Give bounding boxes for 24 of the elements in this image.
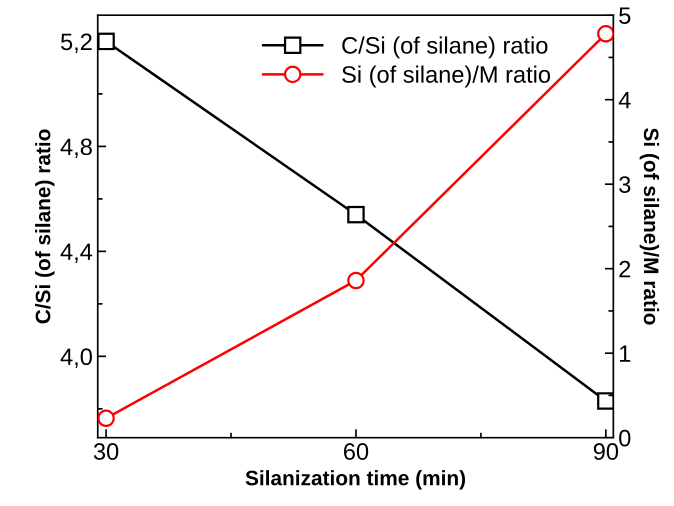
x-tick-label: 60 <box>344 443 368 460</box>
point <box>347 206 365 224</box>
point <box>98 32 115 50</box>
y2-tick-label: 2 <box>619 260 630 278</box>
legend-label: Si (of silane)/M ratio <box>342 66 550 88</box>
y2-tick-label: 3 <box>619 176 630 193</box>
y2-tick-label: 0 <box>619 430 630 446</box>
y2-tick-label: 5 <box>619 7 630 24</box>
point <box>98 410 115 428</box>
y-tick-label: 4,8 <box>60 138 92 158</box>
x-axis-title: Silanization time (min) <box>246 470 466 490</box>
x-tick-label: 90 <box>594 443 618 460</box>
point <box>597 392 614 410</box>
y2-tick-label: 1 <box>620 346 630 362</box>
x-tick-label: 30 <box>94 443 118 460</box>
y-tick-label: 5,2 <box>60 33 92 53</box>
y-tick-label: 4,4 <box>60 244 92 263</box>
y2-tick-label: 4 <box>618 92 631 108</box>
legend-label: C/Si (of silane) ratio <box>342 36 548 58</box>
point <box>347 272 365 290</box>
y-tick-label: 4,0 <box>60 348 92 368</box>
y2-axis-title: Si (of silane)/M ratio <box>640 128 660 325</box>
point <box>597 25 614 43</box>
y-axis-title: C/Si (of silane) ratio <box>35 129 54 324</box>
